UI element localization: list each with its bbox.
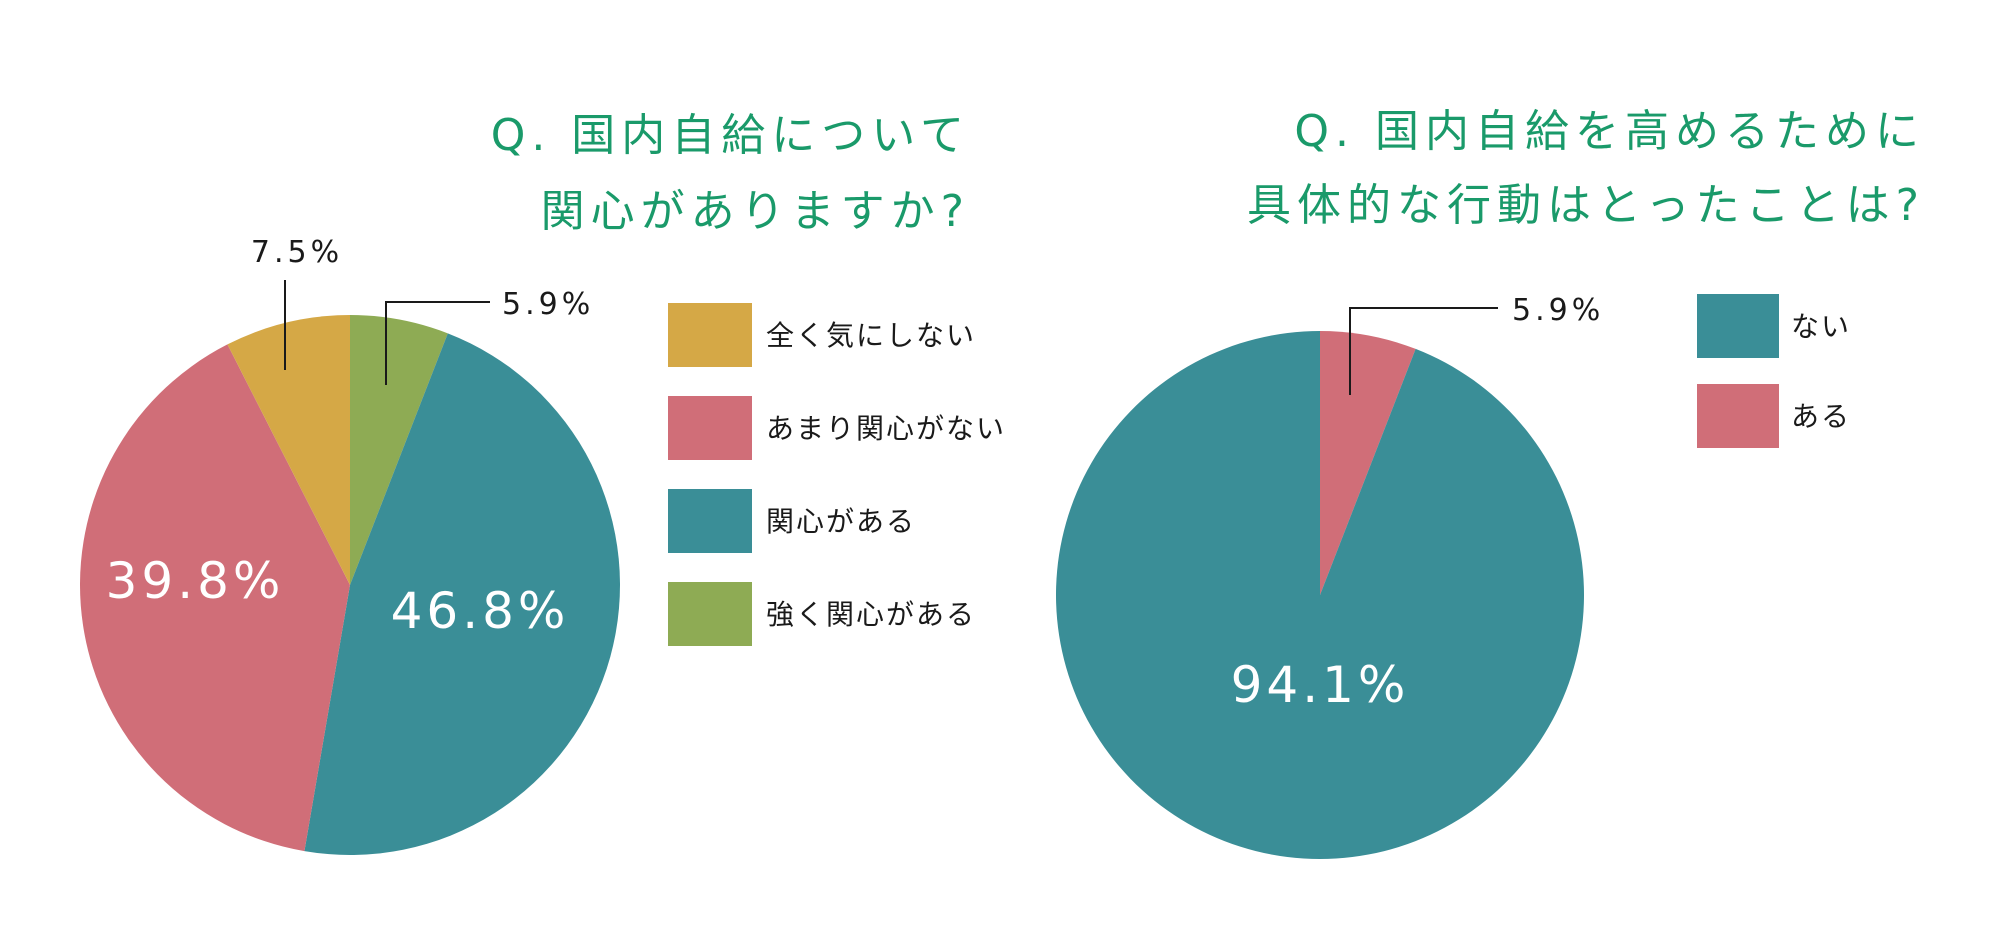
pie-slice [1056, 331, 1585, 860]
legend-label: 強く関心がある [766, 598, 976, 631]
legend-label: あまり関心がない [766, 412, 1006, 445]
legend-label: 全く気にしない [766, 319, 976, 352]
leader-line [385, 301, 490, 385]
chart-2-title-line-1: Q. 国内自給を高めるために [1294, 106, 1925, 157]
pie-slice [304, 333, 620, 855]
legend-label: 関心がある [766, 505, 916, 538]
pie-slice [350, 315, 448, 585]
legend-swatch [668, 489, 752, 553]
pie-slice [1320, 331, 1416, 595]
legend-swatch [668, 303, 752, 367]
chart-1-title-line-2: 関心がありますか? [541, 186, 970, 237]
chart-2-pie [1056, 331, 1585, 860]
chart-1: Q. 国内自給について 関心がありますか? 5.9% 46.8% 39.8% 7.5%… [80, 110, 1006, 855]
slice-value-label: 46.8% [391, 582, 570, 640]
legend-swatch [668, 396, 752, 460]
leader-line [1349, 307, 1498, 395]
slice-value-label: 7.5% [251, 235, 343, 270]
legend-swatch [1697, 294, 1779, 358]
pie-slice [227, 315, 350, 585]
chart-2-title-line-2: 具体的な行動はとったことは? [1247, 180, 1925, 231]
legend-swatch [1697, 384, 1779, 448]
slice-value-label: 5.9% [1512, 293, 1604, 328]
legend-swatch [668, 582, 752, 646]
chart-1-labels: 5.9% 46.8% 39.8% 7.5% [106, 235, 594, 640]
chart-2-labels: 5.9% 94.1% [1231, 293, 1604, 714]
slice-value-label: 5.9% [502, 287, 594, 322]
chart-1-title-line-1: Q. 国内自給について [491, 110, 970, 161]
slice-value-label: 39.8% [106, 552, 285, 610]
pie-slice [80, 344, 350, 852]
slice-value-label: 94.1% [1231, 656, 1410, 714]
chart-1-pie [80, 315, 620, 855]
legend-label: ない [1791, 310, 1851, 343]
legend-label: ある [1791, 400, 1851, 433]
chart-2: Q. 国内自給を高めるために 具体的な行動はとったことは? 5.9%94.1% … [1056, 106, 1925, 860]
